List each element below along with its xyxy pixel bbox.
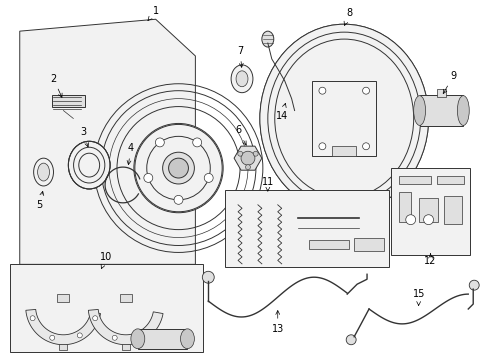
Bar bbox=[122, 344, 130, 350]
Bar bbox=[120, 294, 132, 302]
Circle shape bbox=[468, 280, 478, 290]
Text: 13: 13 bbox=[271, 311, 284, 334]
Bar bbox=[10, 264, 203, 352]
Text: 14: 14 bbox=[275, 103, 287, 121]
Circle shape bbox=[140, 333, 144, 338]
Text: 9: 9 bbox=[442, 71, 455, 94]
Bar bbox=[60, 344, 67, 350]
Circle shape bbox=[50, 335, 55, 340]
Circle shape bbox=[202, 271, 214, 283]
Circle shape bbox=[77, 333, 82, 338]
Circle shape bbox=[93, 316, 98, 321]
Bar bbox=[398, 192, 410, 222]
Ellipse shape bbox=[38, 163, 49, 181]
Ellipse shape bbox=[68, 141, 110, 189]
Circle shape bbox=[163, 152, 194, 184]
Bar bbox=[51, 95, 85, 107]
Circle shape bbox=[346, 335, 355, 345]
Polygon shape bbox=[234, 146, 262, 170]
Circle shape bbox=[241, 151, 254, 165]
Text: 10: 10 bbox=[100, 252, 112, 269]
Ellipse shape bbox=[180, 329, 194, 349]
Bar bbox=[444, 196, 461, 224]
Bar bbox=[57, 294, 69, 302]
Bar bbox=[353, 238, 383, 251]
Ellipse shape bbox=[231, 65, 252, 93]
Bar bbox=[436, 89, 446, 96]
Circle shape bbox=[143, 174, 152, 183]
Circle shape bbox=[362, 87, 369, 94]
Bar bbox=[138, 329, 187, 349]
Ellipse shape bbox=[236, 71, 247, 87]
Text: 7: 7 bbox=[236, 46, 243, 67]
Ellipse shape bbox=[413, 96, 425, 125]
Circle shape bbox=[155, 138, 164, 147]
Polygon shape bbox=[26, 310, 101, 345]
Text: 1: 1 bbox=[148, 6, 159, 21]
Text: 5: 5 bbox=[37, 192, 43, 210]
Text: 12: 12 bbox=[424, 253, 436, 266]
Circle shape bbox=[168, 158, 188, 178]
Text: 8: 8 bbox=[344, 8, 351, 26]
Circle shape bbox=[318, 143, 325, 150]
Bar bbox=[224, 190, 388, 267]
Circle shape bbox=[362, 143, 369, 150]
Circle shape bbox=[245, 165, 250, 170]
Bar bbox=[419, 95, 462, 126]
Bar bbox=[312, 81, 375, 156]
Text: 6: 6 bbox=[235, 125, 246, 145]
Text: 4: 4 bbox=[127, 143, 134, 165]
Bar bbox=[309, 239, 348, 249]
Text: 3: 3 bbox=[80, 127, 88, 147]
Bar bbox=[398, 176, 429, 184]
Circle shape bbox=[30, 316, 35, 321]
Circle shape bbox=[134, 123, 223, 213]
Ellipse shape bbox=[456, 96, 468, 125]
Circle shape bbox=[318, 87, 325, 94]
Bar bbox=[390, 168, 469, 255]
Polygon shape bbox=[88, 310, 163, 345]
Ellipse shape bbox=[259, 24, 427, 213]
Polygon shape bbox=[20, 19, 195, 264]
Circle shape bbox=[253, 151, 258, 156]
Circle shape bbox=[204, 174, 213, 183]
Bar bbox=[436, 176, 463, 184]
Text: 2: 2 bbox=[50, 74, 62, 98]
Circle shape bbox=[174, 195, 183, 204]
Text: 11: 11 bbox=[261, 177, 273, 191]
Bar bbox=[418, 198, 438, 222]
Text: 15: 15 bbox=[411, 289, 424, 305]
Circle shape bbox=[405, 215, 415, 225]
Ellipse shape bbox=[262, 31, 273, 47]
Circle shape bbox=[423, 215, 433, 225]
Circle shape bbox=[237, 151, 242, 156]
Circle shape bbox=[192, 138, 201, 147]
Ellipse shape bbox=[131, 329, 144, 349]
Ellipse shape bbox=[34, 158, 53, 186]
Circle shape bbox=[112, 335, 117, 340]
Bar bbox=[332, 146, 355, 156]
